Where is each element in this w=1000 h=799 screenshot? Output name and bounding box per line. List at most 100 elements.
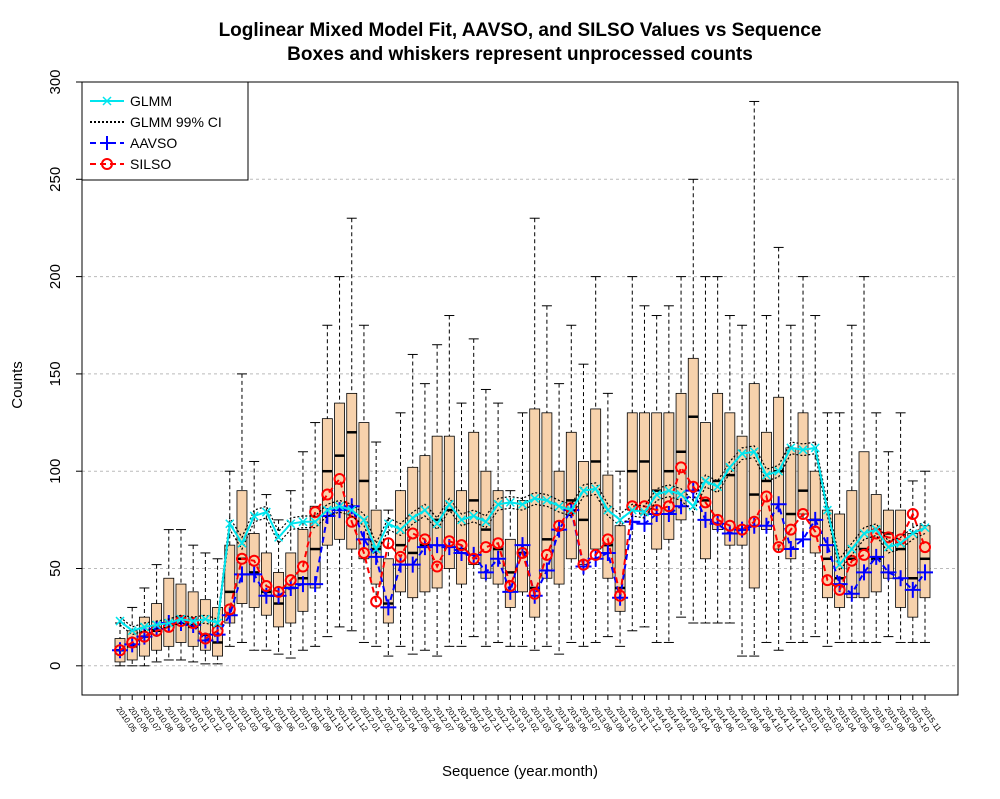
aavso-point [416, 539, 433, 556]
aavso-point [770, 496, 787, 513]
silso-point [284, 574, 297, 587]
box [443, 435, 455, 569]
aavso-point [490, 550, 507, 567]
silso-point [467, 552, 480, 565]
aavso-point [856, 564, 873, 581]
silso-point [418, 533, 431, 546]
glmm-point [225, 519, 235, 529]
glmm-point [774, 466, 784, 476]
aavso-point [892, 570, 909, 587]
glmm-point [176, 614, 186, 624]
glmm-point [603, 505, 613, 515]
aavso-point [404, 556, 421, 573]
glmm-point [493, 499, 503, 509]
glmm-point [859, 528, 869, 539]
silso-point [650, 504, 663, 517]
box [895, 509, 907, 608]
aavso-point [819, 537, 836, 554]
glmm-point [786, 443, 796, 453]
aavso-point [795, 531, 812, 548]
silso-point [162, 620, 175, 633]
legend-marker [100, 136, 114, 150]
y-tick-label: 300 [47, 69, 64, 94]
box [639, 412, 650, 515]
silso-point [553, 519, 566, 532]
aavso-point [551, 521, 568, 538]
silso-point [370, 595, 383, 608]
glmm-point [639, 507, 650, 517]
glmm-point [505, 497, 515, 507]
glmm-point [408, 513, 418, 523]
glmm-point [237, 538, 247, 548]
silso-point [601, 533, 614, 546]
glmm-point [444, 499, 454, 509]
x-axis-title: Sequence (year.month) [442, 763, 598, 780]
aavso-point [282, 579, 299, 596]
box [748, 383, 760, 589]
silso-point [858, 548, 871, 561]
aavso-point [758, 517, 775, 534]
box [236, 490, 248, 604]
glmm-point [310, 517, 320, 527]
silso-point [199, 632, 212, 645]
silso-point [394, 550, 407, 563]
glmm-point [188, 616, 198, 626]
silso-point [516, 546, 529, 559]
glmm-point [261, 507, 271, 517]
glmm-point [249, 511, 259, 521]
box [712, 392, 724, 530]
legend-label: SILSO [130, 156, 171, 172]
silso-point [114, 644, 126, 657]
silso-point [540, 548, 553, 561]
aavso-point [307, 576, 324, 593]
silso-point [577, 558, 590, 571]
glmm-point [115, 616, 125, 626]
glmm-point [213, 618, 223, 628]
box [346, 392, 358, 550]
box [395, 490, 406, 593]
aavso-point [807, 511, 824, 528]
glmm-point [481, 517, 491, 527]
y-tick-label: 200 [47, 264, 64, 289]
aavso-point [721, 525, 738, 542]
chart-title: Loglinear Mixed Model Fit, AAVSO, and SI… [219, 20, 822, 41]
silso-point [248, 554, 261, 567]
y-tick-label: 150 [47, 361, 64, 386]
glmm-point [371, 544, 381, 554]
box [919, 525, 931, 599]
glmm-point [652, 490, 662, 500]
plot-area: 0501001502002503002010.052010.062010.072… [47, 69, 958, 734]
legend-label: GLMM 99% CI [130, 114, 222, 130]
glmm-point [591, 484, 601, 494]
silso-point [882, 531, 895, 544]
box [736, 435, 748, 546]
box [870, 494, 882, 593]
silso-point [699, 496, 712, 509]
box [529, 408, 541, 618]
glmm-point [517, 499, 528, 509]
aavso-point [331, 502, 348, 519]
glmm-point [871, 525, 881, 535]
box [175, 583, 187, 643]
box [468, 431, 480, 566]
silso-point [687, 480, 700, 493]
legend-marker [102, 96, 112, 106]
glmm-point [322, 505, 332, 515]
aavso-point [465, 546, 482, 563]
glmm-point [578, 486, 589, 496]
glmm-ci-upper [119, 441, 926, 628]
glmm-point [298, 517, 308, 527]
silso-point [675, 461, 688, 474]
box [419, 455, 431, 593]
aavso-point [270, 587, 287, 604]
aavso-point [868, 548, 885, 565]
glmm-point [420, 505, 430, 515]
glmm-point [335, 501, 345, 511]
glmm-point [469, 511, 479, 521]
silso-point [126, 636, 139, 649]
glmm-point [200, 614, 210, 624]
silso-point [138, 630, 151, 643]
box [541, 412, 553, 579]
box [163, 577, 175, 647]
silso-point [333, 472, 346, 485]
